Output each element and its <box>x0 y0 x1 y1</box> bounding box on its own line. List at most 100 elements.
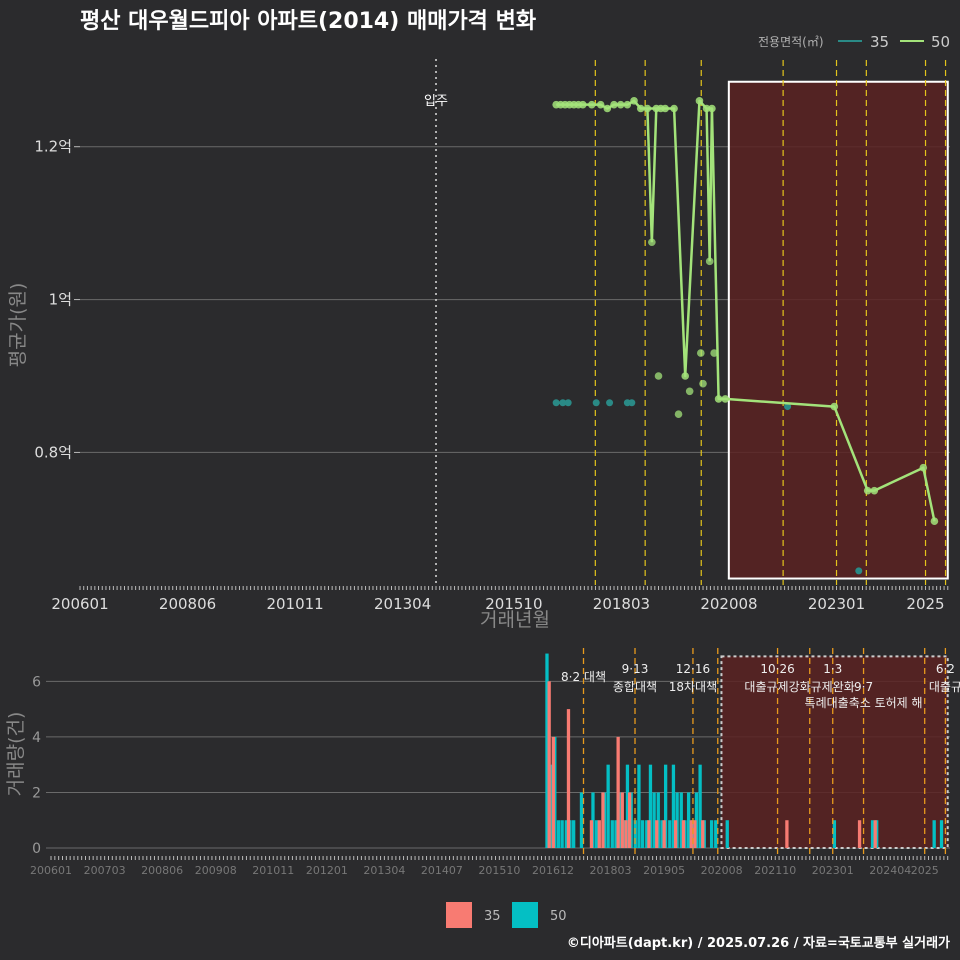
footer-credit: ©디아파트(dapt.kr) / 2025.07.26 / 자료=국토교통부 실… <box>567 935 950 951</box>
series-50-point <box>636 104 645 113</box>
bar-50 <box>663 764 668 848</box>
policy-label-date: 1·3 <box>823 662 842 676</box>
series-50-point <box>670 104 678 113</box>
y-tick-label: 0 <box>32 841 41 857</box>
policy-label-name: 특례대출축소 토허제 해 <box>805 696 923 710</box>
x-tick-label: 200806 <box>141 864 183 877</box>
bar-50 <box>625 764 630 848</box>
bar-35 <box>785 820 789 848</box>
series-50-point <box>643 104 652 113</box>
series-50-point <box>661 104 669 113</box>
bar-50 <box>564 820 568 848</box>
series-35-point <box>855 567 863 575</box>
y-tick-label: 1억 <box>49 291 72 309</box>
series-50-point <box>610 100 618 109</box>
policy-label-name: 대출규제강화 <box>744 680 810 694</box>
series-50-point <box>648 238 656 247</box>
bar-35 <box>566 709 571 848</box>
legend-title: 전용면적(㎡) <box>758 35 824 49</box>
y-tick-label: 1.2억 <box>34 138 72 156</box>
series-50-point <box>705 257 714 266</box>
series-50-point <box>616 100 625 109</box>
bar-50 <box>640 820 645 848</box>
policy-label-date: 10·26 <box>760 662 794 676</box>
y-tick-label: 2 <box>32 785 41 801</box>
series-50-point <box>674 410 683 419</box>
series-50-point <box>623 100 632 109</box>
series-50-point <box>714 395 723 403</box>
series-50-point <box>630 97 638 105</box>
series-50-point <box>695 97 704 105</box>
bar-35 <box>551 736 555 848</box>
x-tick-label: 201407 <box>421 864 463 877</box>
bar-35 <box>673 820 678 848</box>
series-50-point <box>681 372 690 380</box>
x-tick-label: 201803 <box>593 595 650 613</box>
policy-label-date: 9·13 <box>622 662 649 676</box>
bar-50 <box>572 820 576 848</box>
top-legend: 35 50 <box>838 33 950 51</box>
x-tick-label: 2025 <box>911 864 939 877</box>
bar-50 <box>725 820 729 848</box>
bar-50 <box>709 820 714 848</box>
bar-35 <box>627 792 632 848</box>
series-50-point <box>579 100 587 109</box>
legend-swatch-35 <box>446 902 472 928</box>
bar-35 <box>857 820 862 848</box>
series-50-point <box>702 104 711 113</box>
x-tick-label: 201201 <box>306 864 348 877</box>
bar-35 <box>547 681 551 848</box>
y-axis-label-volume: 거래량(건) <box>5 712 27 797</box>
bar-35 <box>655 820 659 848</box>
series-50-point <box>685 387 694 396</box>
policy-label-name: 18차대책 <box>669 679 717 694</box>
series-50-point <box>699 379 707 388</box>
y-tick-label: 0.8억 <box>34 443 72 461</box>
bottom-legend: 35 50 <box>446 902 567 928</box>
x-tick-label: 202008 <box>701 864 743 877</box>
series-35-point <box>552 399 560 407</box>
x-tick-label: 200703 <box>84 864 126 877</box>
bar-50 <box>606 764 610 848</box>
bar-50 <box>686 792 691 848</box>
bar-50 <box>652 792 656 848</box>
legend-bar-label-35: 35 <box>484 909 501 924</box>
x-tick-label: 2025 <box>906 595 944 613</box>
highlight-region <box>720 655 949 849</box>
highlight-region <box>727 80 949 580</box>
bar-50 <box>633 820 637 848</box>
series-35-point <box>606 399 614 407</box>
x-tick-label: 201011 <box>252 864 294 877</box>
x-tick-label: 200601 <box>51 595 108 613</box>
bar-35 <box>589 820 594 848</box>
bar-50 <box>545 653 549 848</box>
series-50-point <box>721 395 730 403</box>
series-50-point <box>596 100 605 109</box>
legend-swatch-50 <box>512 902 538 928</box>
policy-label-name: 대출규 <box>929 680 960 694</box>
x-tick-label: 201612 <box>532 864 574 877</box>
x-tick-label: 200806 <box>159 595 216 613</box>
x-tick-label: 201510 <box>478 864 520 877</box>
bar-50 <box>594 820 599 848</box>
series-50-point <box>870 486 879 495</box>
legend-label-35: 35 <box>870 33 889 51</box>
bar-35 <box>620 792 624 848</box>
bar-35 <box>616 736 620 848</box>
x-tick-label: 202301 <box>808 595 865 613</box>
x-tick-label: 201304 <box>363 864 405 877</box>
bar-35 <box>601 792 605 848</box>
series-35-point <box>592 399 600 407</box>
series-50-line-spike <box>646 108 658 243</box>
x-tick-label: 200601 <box>30 864 72 877</box>
series-35-point <box>628 399 636 407</box>
bar-35 <box>693 820 697 848</box>
legend-bar-label-50: 50 <box>550 909 567 924</box>
x-tick-label: 202110 <box>754 864 796 877</box>
policy-label-date: 6·2 <box>936 662 955 676</box>
y-tick-label: 6 <box>32 674 41 690</box>
series-50-point <box>708 104 716 113</box>
bar-50 <box>714 820 718 848</box>
bar-35 <box>597 820 601 848</box>
bar-50 <box>610 820 614 848</box>
